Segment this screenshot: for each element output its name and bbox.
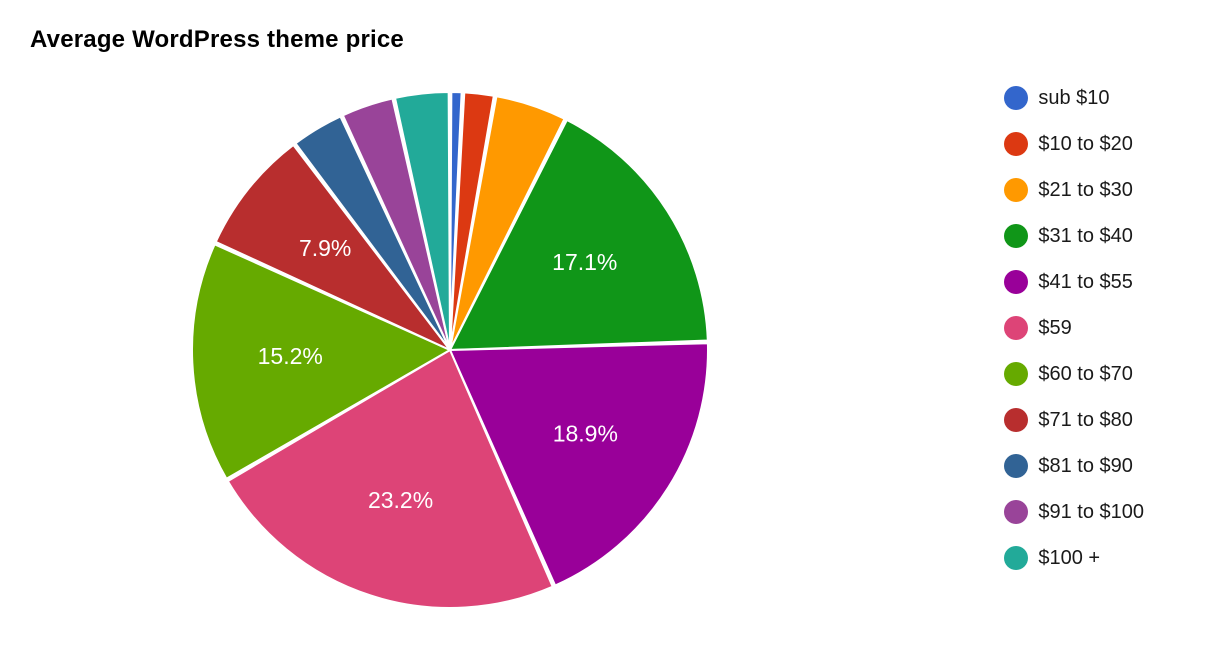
- slice-percent-label: 18.9%: [553, 420, 618, 446]
- legend-label: $60 to $70: [1038, 363, 1133, 386]
- legend-item[interactable]: $71 to $80: [1004, 408, 1144, 432]
- legend-item[interactable]: $21 to $30: [1004, 178, 1144, 202]
- legend-label: $91 to $100: [1038, 501, 1144, 524]
- legend-label: $10 to $20: [1038, 133, 1133, 156]
- legend-item[interactable]: $41 to $55: [1004, 270, 1144, 294]
- legend-item[interactable]: $31 to $40: [1004, 224, 1144, 248]
- legend: sub $10 $10 to $20 $21 to $30 $31 to $40 $41…: [1004, 86, 1144, 570]
- chart-title: Average WordPress theme price: [30, 26, 404, 54]
- legend-item[interactable]: $91 to $100: [1004, 500, 1144, 524]
- legend-swatch-icon: [1004, 132, 1028, 156]
- legend-swatch-icon: [1004, 224, 1028, 248]
- slice-percent-label: 23.2%: [368, 487, 433, 513]
- legend-item[interactable]: $81 to $90: [1004, 454, 1144, 478]
- legend-label: $81 to $90: [1038, 455, 1133, 478]
- legend-item[interactable]: sub $10: [1004, 86, 1144, 110]
- legend-swatch-icon: [1004, 454, 1028, 478]
- legend-swatch-icon: [1004, 316, 1028, 340]
- legend-item[interactable]: $100 +: [1004, 546, 1144, 570]
- legend-swatch-icon: [1004, 178, 1028, 202]
- legend-label: $31 to $40: [1038, 225, 1133, 248]
- legend-swatch-icon: [1004, 270, 1028, 294]
- legend-item[interactable]: $10 to $20: [1004, 132, 1144, 156]
- slice-percent-label: 15.2%: [258, 343, 323, 369]
- legend-item[interactable]: $60 to $70: [1004, 362, 1144, 386]
- slice-percent-label: 7.9%: [299, 235, 351, 261]
- chart-canvas: Average WordPress theme price 17.1% 18.9%…: [0, 0, 1224, 650]
- legend-swatch-icon: [1004, 408, 1028, 432]
- pie-chart: 17.1% 18.9% 23.2% 15.2% 7.9%: [190, 90, 710, 610]
- legend-swatch-icon: [1004, 362, 1028, 386]
- legend-swatch-icon: [1004, 546, 1028, 570]
- legend-label: $100 +: [1038, 547, 1100, 570]
- legend-label: $59: [1038, 317, 1071, 340]
- legend-swatch-icon: [1004, 500, 1028, 524]
- pie-svg: 17.1% 18.9% 23.2% 15.2% 7.9%: [190, 90, 710, 610]
- legend-label: $71 to $80: [1038, 409, 1133, 432]
- legend-label: $41 to $55: [1038, 271, 1133, 294]
- legend-item[interactable]: $59: [1004, 316, 1144, 340]
- legend-label: $21 to $30: [1038, 179, 1133, 202]
- slice-percent-label: 17.1%: [552, 249, 617, 275]
- legend-swatch-icon: [1004, 86, 1028, 110]
- legend-label: sub $10: [1038, 87, 1109, 110]
